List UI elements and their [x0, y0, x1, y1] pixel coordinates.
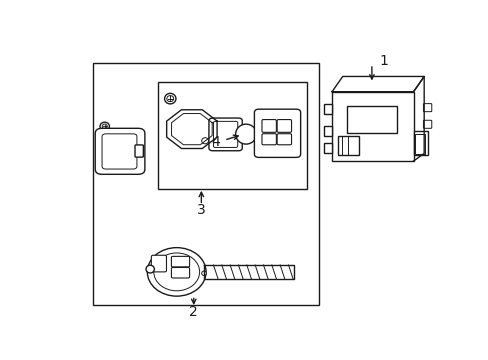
- Text: 3: 3: [197, 203, 205, 216]
- FancyBboxPatch shape: [213, 121, 237, 148]
- Ellipse shape: [202, 138, 208, 144]
- Ellipse shape: [166, 96, 173, 102]
- Bar: [337, 136, 358, 156]
- Bar: [323, 104, 331, 114]
- Ellipse shape: [100, 122, 109, 131]
- Text: 1: 1: [379, 54, 387, 68]
- FancyBboxPatch shape: [277, 120, 291, 132]
- FancyBboxPatch shape: [171, 267, 189, 278]
- FancyBboxPatch shape: [262, 120, 276, 132]
- FancyBboxPatch shape: [151, 255, 166, 272]
- Text: 2: 2: [189, 305, 198, 319]
- Bar: [346, 105, 396, 133]
- FancyBboxPatch shape: [135, 145, 143, 157]
- FancyBboxPatch shape: [208, 118, 242, 151]
- Ellipse shape: [146, 265, 154, 273]
- FancyBboxPatch shape: [262, 134, 276, 145]
- Bar: [158, 82, 307, 189]
- Ellipse shape: [154, 253, 199, 291]
- FancyBboxPatch shape: [171, 256, 189, 267]
- Ellipse shape: [164, 93, 176, 104]
- Ellipse shape: [147, 248, 205, 296]
- FancyBboxPatch shape: [423, 120, 431, 128]
- Bar: [93, 63, 318, 305]
- FancyBboxPatch shape: [254, 109, 300, 157]
- Ellipse shape: [102, 124, 107, 129]
- Bar: [415, 134, 424, 153]
- Bar: [331, 92, 413, 161]
- FancyBboxPatch shape: [95, 128, 144, 174]
- Ellipse shape: [202, 271, 206, 275]
- FancyBboxPatch shape: [423, 104, 431, 112]
- Bar: [323, 126, 331, 136]
- Bar: [413, 131, 427, 156]
- Bar: [323, 143, 331, 153]
- Ellipse shape: [235, 124, 256, 144]
- Text: 4: 4: [211, 135, 220, 149]
- FancyBboxPatch shape: [102, 134, 137, 169]
- FancyBboxPatch shape: [277, 134, 291, 145]
